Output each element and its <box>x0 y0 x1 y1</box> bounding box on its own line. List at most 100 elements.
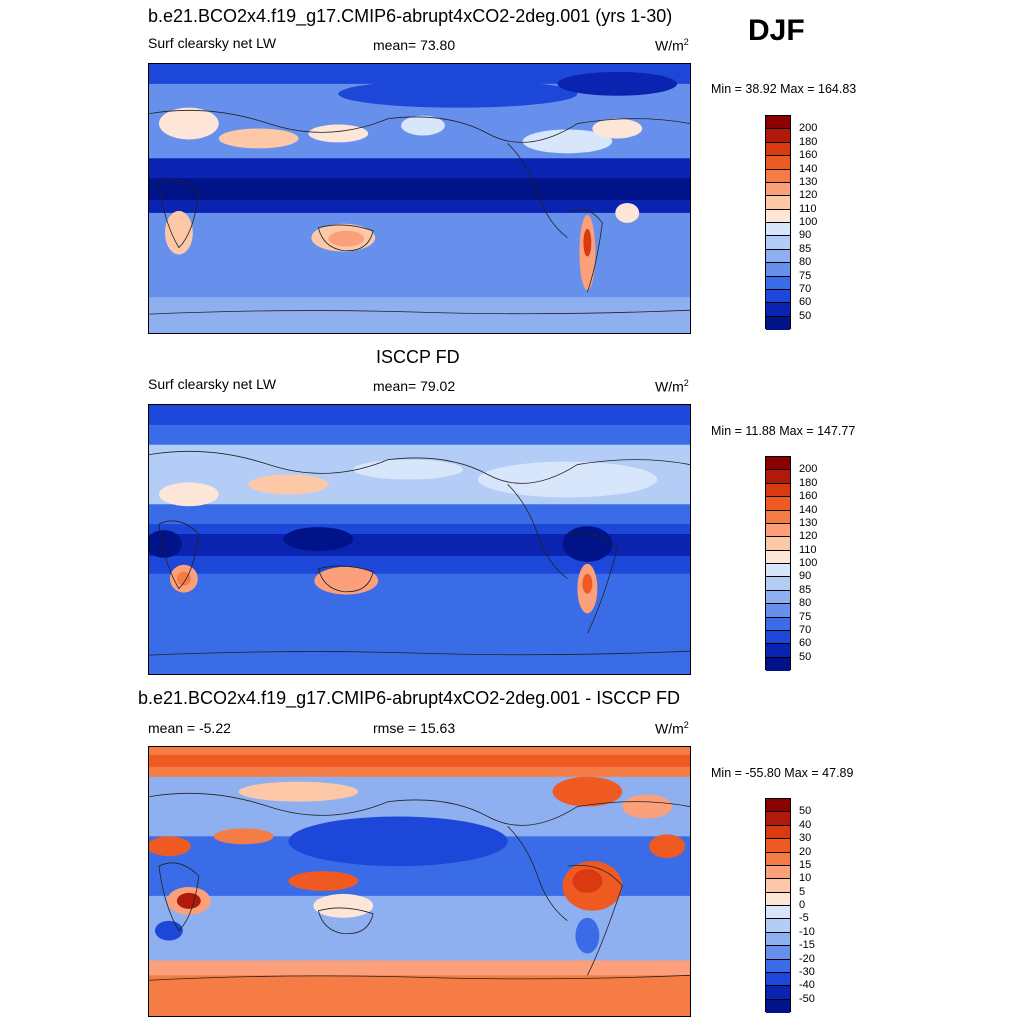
colorbar-swatch <box>766 236 790 250</box>
colorbar-tick-label: -50 <box>799 992 815 1005</box>
colorbar-tick-label: 20 <box>799 845 812 858</box>
colorbar-tick-label: 200 <box>799 463 818 476</box>
colorbar-swatch <box>766 182 790 197</box>
colorbar-swatch <box>766 617 790 631</box>
colorbar-tick-label: 0 <box>799 899 806 911</box>
colorbar-tick-label: 180 <box>799 476 818 489</box>
panel3-colorbar <box>765 798 791 1013</box>
colorbar-swatch <box>766 537 790 551</box>
colorbar-swatch <box>766 972 790 987</box>
colorbar-tick-label: -40 <box>799 979 815 992</box>
colorbar-tick-label: -5 <box>799 912 809 925</box>
panel3-units: W/m2 <box>655 720 689 737</box>
colorbar-tick-label: 75 <box>799 269 812 282</box>
colorbar-tick-label: -30 <box>799 965 815 978</box>
panel2-variable: Surf clearsky net LW <box>148 376 277 392</box>
colorbar-tick-label: 100 <box>799 216 818 228</box>
colorbar-swatch <box>766 564 790 578</box>
colorbar-tick-label: 85 <box>799 242 812 255</box>
colorbar-tick-label: 15 <box>799 858 812 871</box>
colorbar-tick-label: 80 <box>799 597 812 610</box>
panel1-mean: mean= 73.80 <box>373 37 456 53</box>
colorbar-swatch <box>766 276 790 290</box>
colorbar-tick-label: -15 <box>799 939 815 952</box>
colorbar-swatch <box>766 263 790 277</box>
colorbar-tick-label: 90 <box>799 229 812 242</box>
colorbar-tick-label: 40 <box>799 818 812 831</box>
colorbar-tick-label: -10 <box>799 925 815 938</box>
colorbar-swatch <box>766 223 790 237</box>
colorbar-tick-label: 5 <box>799 885 806 898</box>
colorbar-swatch <box>766 249 790 264</box>
colorbar-swatch <box>766 316 790 330</box>
panel2-title: ISCCP FD <box>376 347 460 367</box>
colorbar-swatch <box>766 510 790 524</box>
colorbar-tick-label: 120 <box>799 189 818 202</box>
colorbar-tick-label: 60 <box>799 296 812 309</box>
colorbar-swatch <box>766 196 790 210</box>
colorbar-swatch <box>766 577 790 591</box>
colorbar-swatch <box>766 644 790 658</box>
colorbar-tick-label: 130 <box>799 516 818 529</box>
panel1-map <box>148 63 691 334</box>
colorbar-swatch <box>766 839 790 853</box>
colorbar-swatch <box>766 932 790 947</box>
colorbar-tick-label: 100 <box>799 557 818 569</box>
colorbar-swatch <box>766 799 790 813</box>
colorbar-tick-label: 110 <box>799 543 817 556</box>
colorbar-swatch <box>766 630 790 645</box>
colorbar-swatch <box>766 470 790 484</box>
colorbar-tick-label: 50 <box>799 309 812 322</box>
panel1-title: b.e21.BCO2x4.f19_g17.CMIP6-abrupt4xCO2-2… <box>148 6 673 26</box>
colorbar-tick-label: 30 <box>799 832 812 845</box>
colorbar-swatch <box>766 457 790 471</box>
panel2-units: W/m2 <box>655 378 689 395</box>
colorbar-tick-label: 160 <box>799 149 818 162</box>
panel3-rmse: rmse = 15.63 <box>373 720 456 736</box>
panel3-map <box>148 746 691 1017</box>
colorbar-tick-label: 160 <box>799 490 818 503</box>
colorbar-tick-label: 130 <box>799 175 818 188</box>
colorbar-tick-label: 140 <box>799 503 818 516</box>
colorbar-swatch <box>766 879 790 893</box>
colorbar-tick-label: 200 <box>799 122 818 135</box>
panel3-title: b.e21.BCO2x4.f19_g17.CMIP6-abrupt4xCO2-2… <box>138 688 680 708</box>
panel1-variable: Surf clearsky net LW <box>148 35 277 51</box>
colorbar-swatch <box>766 986 790 1000</box>
colorbar-swatch <box>766 483 790 498</box>
panel1-minmax: Min = 38.92 Max = 164.83 <box>711 82 857 96</box>
colorbar-swatch <box>766 142 790 157</box>
colorbar-tick-label: 85 <box>799 583 812 596</box>
colorbar-tick-label: 75 <box>799 610 812 623</box>
colorbar-tick-label: 120 <box>799 530 818 543</box>
colorbar-swatch <box>766 892 790 906</box>
panel3-mean: mean = -5.22 <box>148 720 231 736</box>
colorbar-tick-label: 180 <box>799 135 818 148</box>
season-label: DJF <box>748 14 805 47</box>
colorbar-swatch <box>766 999 790 1013</box>
colorbar-tick-label: 50 <box>799 650 812 663</box>
colorbar-tick-label: 70 <box>799 623 812 636</box>
panel1-units: W/m2 <box>655 37 689 54</box>
panel3-minmax: Min = -55.80 Max = 47.89 <box>711 766 854 780</box>
colorbar-tick-label: 70 <box>799 282 812 295</box>
colorbar-swatch <box>766 657 790 671</box>
colorbar-swatch <box>766 825 790 840</box>
colorbar-swatch <box>766 209 790 223</box>
colorbar-swatch <box>766 497 790 511</box>
colorbar-swatch <box>766 590 790 605</box>
colorbar-tick-label: 90 <box>799 570 812 583</box>
panel2-mean: mean= 79.02 <box>373 378 456 394</box>
colorbar-swatch <box>766 906 790 920</box>
colorbar-swatch <box>766 523 790 538</box>
colorbar-swatch <box>766 852 790 866</box>
panel2-colorbar <box>765 456 791 671</box>
colorbar-tick-label: 110 <box>799 202 817 215</box>
colorbar-swatch <box>766 116 790 130</box>
colorbar-swatch <box>766 865 790 880</box>
panel1-colorbar <box>765 115 791 330</box>
colorbar-swatch <box>766 812 790 826</box>
colorbar-tick-label: -20 <box>799 952 815 965</box>
colorbar-swatch <box>766 303 790 317</box>
colorbar-tick-label: 140 <box>799 162 818 175</box>
